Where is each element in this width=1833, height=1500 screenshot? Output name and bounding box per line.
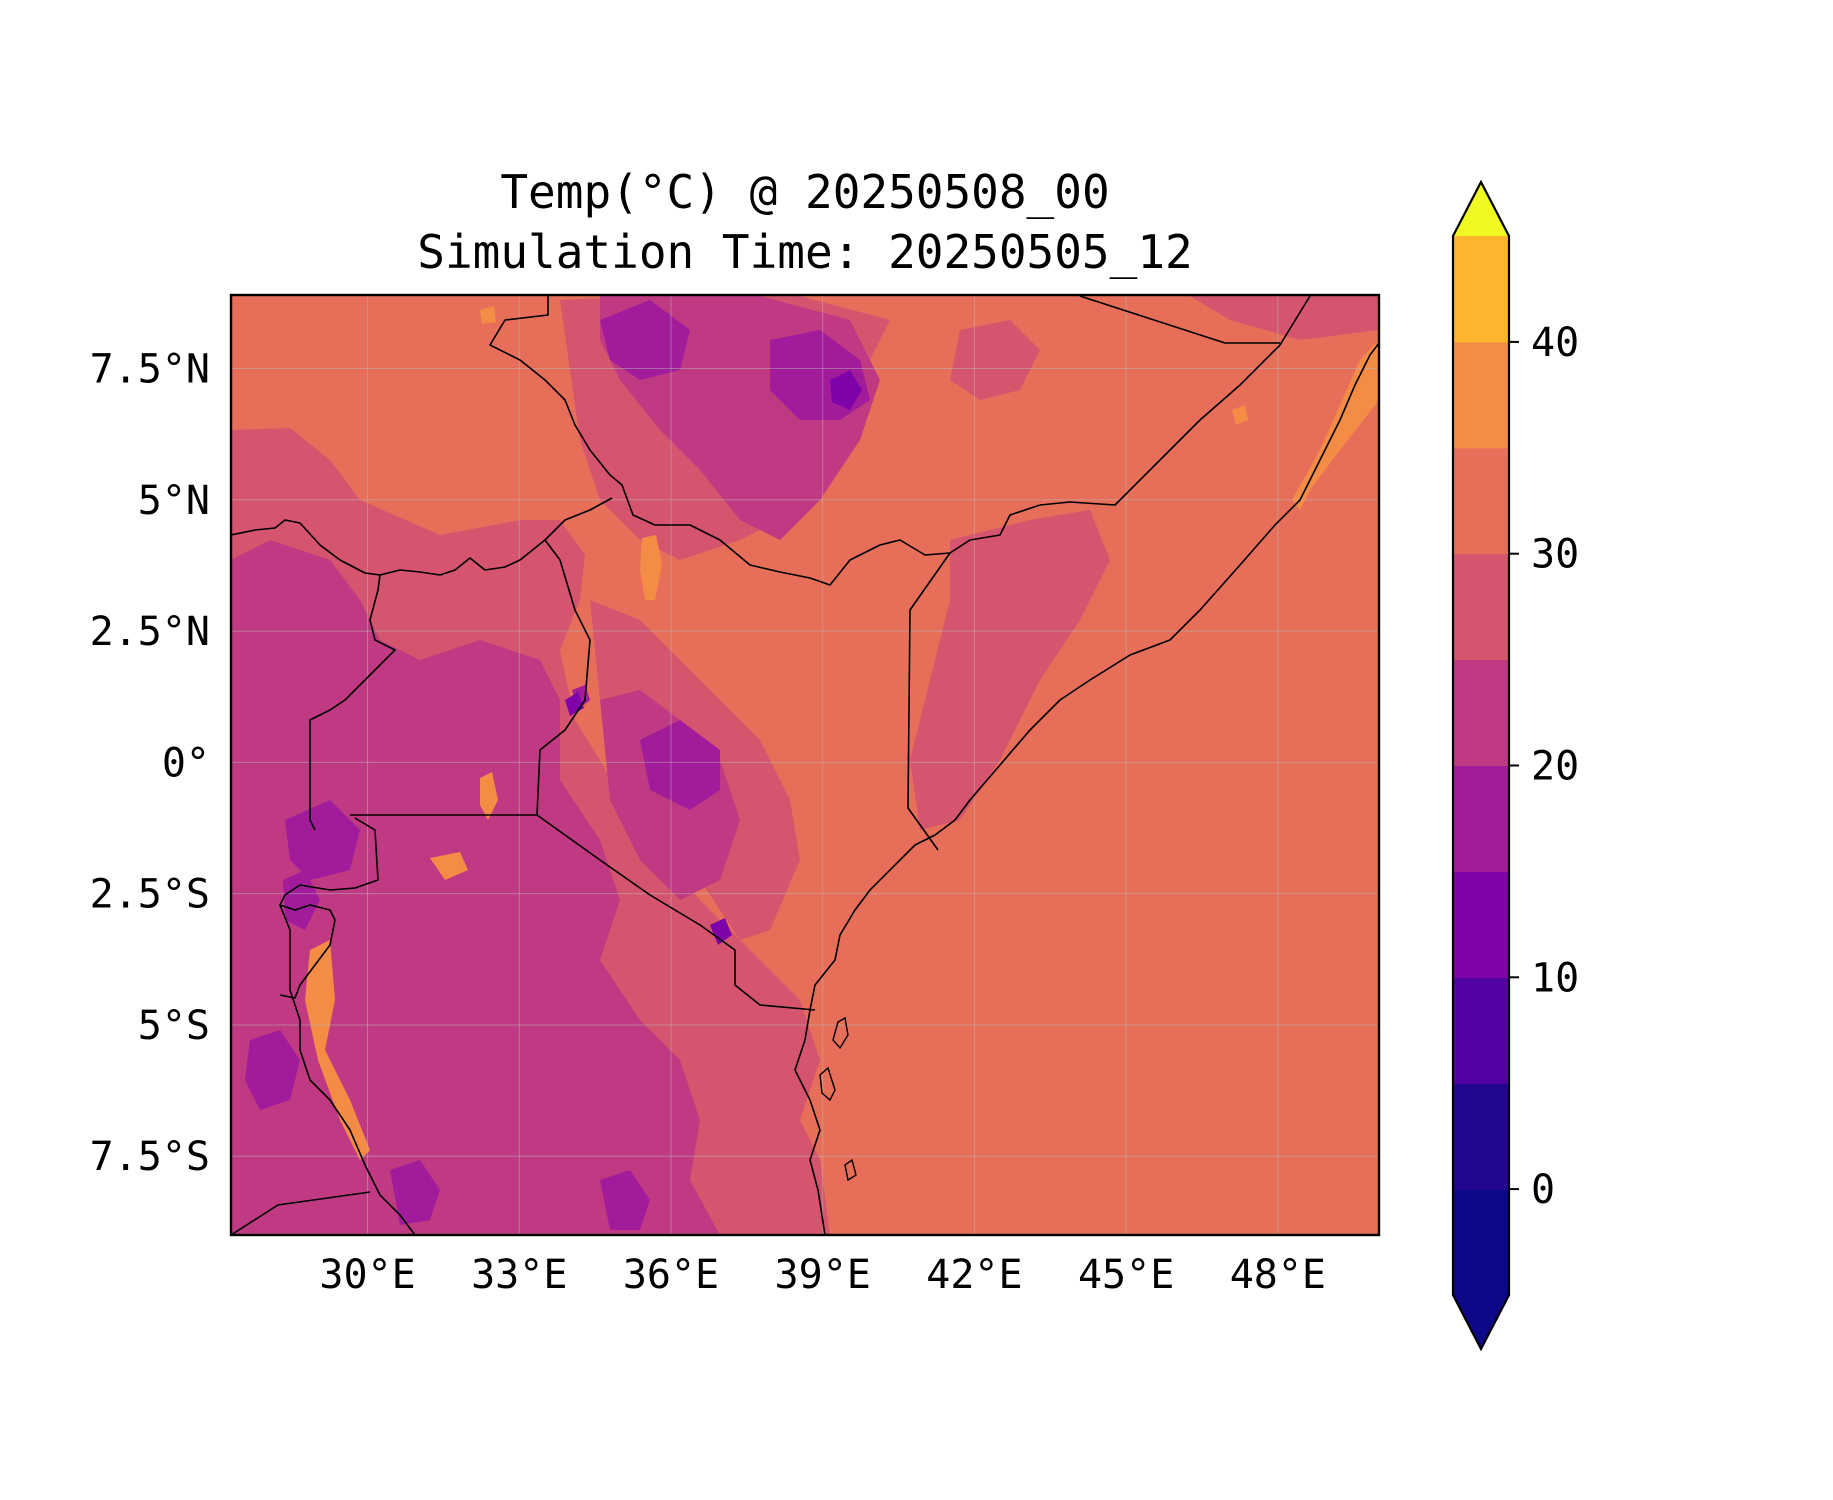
temperature-band-30-35 (305, 306, 1379, 1160)
border-south-sudan-uganda (231, 497, 613, 576)
lon-tick-label: 30°E (319, 1252, 415, 1298)
colorbar-band (1453, 447, 1509, 555)
border-zambia (231, 1191, 371, 1235)
lat-tick-label: 2.5°N (90, 609, 210, 655)
lat-tick-label: 5°N (138, 478, 210, 524)
colorbar-tick-label: 10 (1531, 955, 1579, 1001)
colorbar-band (1453, 236, 1509, 343)
lat-tick-label: 7.5°S (90, 1134, 210, 1180)
colorbar-band (1453, 553, 1509, 661)
colorbar-tick-label: 0 (1531, 1167, 1555, 1213)
border-kenya-somalia (907, 552, 951, 851)
colorbar-band (1453, 765, 1509, 872)
colorbar-tick-label: 30 (1531, 532, 1579, 578)
border-uganda-drc (309, 574, 396, 831)
colorbar-extend-max (1453, 182, 1509, 236)
border-sudan-ethiopia (489, 296, 951, 586)
colorbar-band (1453, 977, 1509, 1084)
map-title-line1: Temp(°C) @ 20250508_00 (500, 165, 1109, 219)
country-borders-coastlines (231, 295, 1379, 1235)
lon-tick-label: 48°E (1230, 1252, 1326, 1298)
border-uganda-kenya (536, 539, 591, 816)
colorbar-outline (1451, 179, 1511, 1352)
map-gridlines (231, 295, 1379, 1235)
zanzibar-island (832, 1016, 849, 1050)
lat-tick-label: 0° (162, 740, 210, 786)
lon-tick-label: 36°E (623, 1252, 719, 1298)
map-frame (229, 293, 1381, 1237)
lon-tick-label: 33°E (471, 1252, 567, 1298)
border-kenya-tanzania (536, 814, 816, 1011)
colorbar-extend-min (1453, 1295, 1509, 1349)
border-lake-tanganyika (279, 904, 416, 1235)
colorbar-band (1453, 1083, 1509, 1190)
colorbar-band (1453, 1189, 1509, 1296)
longitude-axis: 30°E 33°E 36°E 39°E 42°E 45°E 48°E (319, 1252, 1326, 1298)
colorbar-band (1453, 659, 1509, 767)
pemba-island (844, 1158, 857, 1182)
map-panel (231, 295, 1379, 1235)
islands (819, 1016, 857, 1182)
lon-tick-label: 45°E (1078, 1252, 1174, 1298)
colorbar-tick-label: 20 (1531, 744, 1579, 790)
lat-tick-label: 5°S (138, 1003, 210, 1049)
latitude-axis: 7.5°N 5°N 2.5°N 0° 2.5°S 5°S 7.5°S (90, 347, 210, 1181)
lat-tick-label: 7.5°N (90, 347, 210, 393)
coastline-east-africa (794, 342, 1379, 1235)
border-ethiopia-somalia (949, 295, 1311, 554)
colorbar: 0 10 20 30 40 (1451, 179, 1579, 1352)
lon-tick-label: 42°E (926, 1252, 1022, 1298)
border-somaliland (1079, 295, 1280, 344)
colorbar-band (1453, 341, 1509, 449)
colorbar-tick-label: 40 (1531, 320, 1579, 366)
lat-tick-label: 2.5°S (90, 872, 210, 918)
colorbar-band (1453, 871, 1509, 978)
lon-tick-label: 39°E (775, 1252, 871, 1298)
mafia-island (819, 1066, 836, 1102)
map-title-line2: Simulation Time: 20250505_12 (417, 225, 1192, 279)
border-rwanda-burundi (279, 817, 379, 999)
